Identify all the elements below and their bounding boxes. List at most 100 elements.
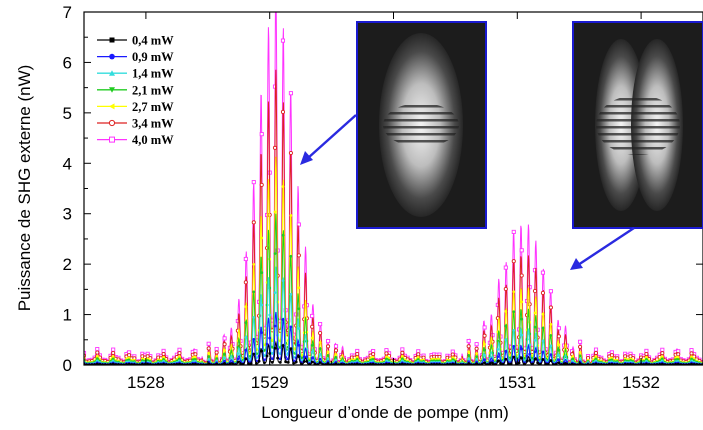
data-point: [536, 361, 540, 365]
data-point: [504, 357, 508, 361]
data-point: [690, 355, 693, 359]
legend-marker: [109, 103, 115, 110]
data-point: [222, 342, 227, 347]
data-point: [214, 350, 219, 355]
data-point: [294, 360, 298, 364]
data-point: [660, 351, 665, 356]
data-point: [252, 352, 256, 356]
data-point: [533, 350, 537, 354]
data-point: [252, 290, 256, 294]
legend-label: 0,9 mW: [132, 50, 174, 64]
data-point: [270, 352, 274, 355]
data-point: [214, 346, 219, 352]
data-point: [676, 358, 680, 361]
y-tick-label: 0: [63, 356, 72, 375]
data-point: [243, 256, 248, 262]
data-point: [288, 150, 293, 156]
data-point: [297, 286, 301, 290]
y-tick-label: 2: [63, 255, 72, 274]
data-point: [474, 346, 479, 351]
data-point: [289, 214, 293, 217]
data-point: [268, 352, 272, 355]
data-point: [276, 356, 280, 360]
data-point: [223, 356, 227, 360]
data-point: [557, 354, 561, 357]
data-point: [207, 355, 211, 358]
data-point: [578, 350, 582, 354]
y-tick-label: 5: [63, 104, 72, 123]
data-point: [310, 350, 314, 354]
data-point: [270, 345, 274, 349]
data-point: [302, 355, 306, 359]
data-point: [519, 248, 524, 253]
data-point: [281, 279, 285, 283]
data-point: [450, 352, 455, 357]
data-point: [239, 362, 242, 365]
data-point: [466, 344, 471, 349]
data-point: [467, 357, 471, 361]
x-axis-title: Longueur d’onde de pompe (nm): [261, 403, 509, 422]
data-point: [483, 361, 486, 365]
data-point: [260, 349, 264, 353]
data-point: [689, 348, 694, 353]
data-point: [111, 355, 115, 358]
data-point: [281, 233, 285, 237]
data-point: [278, 360, 282, 364]
data-point: [578, 357, 582, 361]
data-point: [334, 356, 338, 359]
data-point: [355, 355, 359, 359]
legend-label: 2,1 mW: [132, 83, 174, 97]
data-point: [511, 259, 516, 264]
data-point: [251, 220, 256, 225]
data-point: [244, 305, 248, 309]
data-point: [541, 312, 545, 316]
data-point: [385, 357, 388, 361]
data-point: [249, 362, 253, 365]
legend-item: 1,4 mW: [97, 67, 174, 81]
data-point: [255, 361, 258, 365]
data-point: [400, 355, 404, 358]
data-point: [310, 336, 314, 340]
data-point: [384, 351, 389, 356]
data-point: [223, 362, 227, 365]
legend-marker: [109, 53, 115, 60]
data-point: [548, 305, 553, 310]
data-point: [111, 350, 116, 356]
data-point: [541, 350, 545, 354]
data-point: [504, 338, 508, 342]
data-point: [292, 361, 295, 365]
data-point: [260, 331, 264, 335]
data-point: [310, 324, 315, 329]
data-point: [528, 358, 532, 362]
y-tick-label: 1: [63, 306, 72, 325]
data-point: [326, 357, 330, 361]
data-point: [371, 352, 376, 357]
inset-image-left: [356, 21, 487, 229]
data-point: [281, 318, 285, 321]
data-point: [215, 359, 219, 363]
x-tick-label: 1530: [375, 373, 413, 392]
x-tick-label: 1532: [622, 373, 660, 392]
legend-label: 0,4 mW: [132, 34, 174, 48]
data-point: [161, 351, 166, 357]
legend-item: 2,1 mW: [97, 83, 174, 97]
data-point: [318, 347, 322, 351]
legend-label: 4,0 mW: [132, 133, 174, 147]
data-point: [482, 325, 487, 330]
data-point: [310, 343, 314, 347]
data-point: [466, 338, 471, 344]
y-tick-label: 3: [63, 205, 72, 224]
data-point: [262, 354, 266, 357]
data-point: [530, 356, 534, 360]
data-point: [475, 358, 479, 361]
data-point: [286, 360, 290, 364]
data-point: [244, 321, 248, 324]
data-point: [95, 357, 99, 361]
data-point: [281, 344, 285, 347]
data-point: [318, 331, 323, 336]
data-point: [488, 362, 492, 365]
data-point: [297, 343, 301, 347]
data-point: [475, 355, 479, 359]
data-point: [310, 313, 315, 319]
data-point: [491, 359, 494, 363]
